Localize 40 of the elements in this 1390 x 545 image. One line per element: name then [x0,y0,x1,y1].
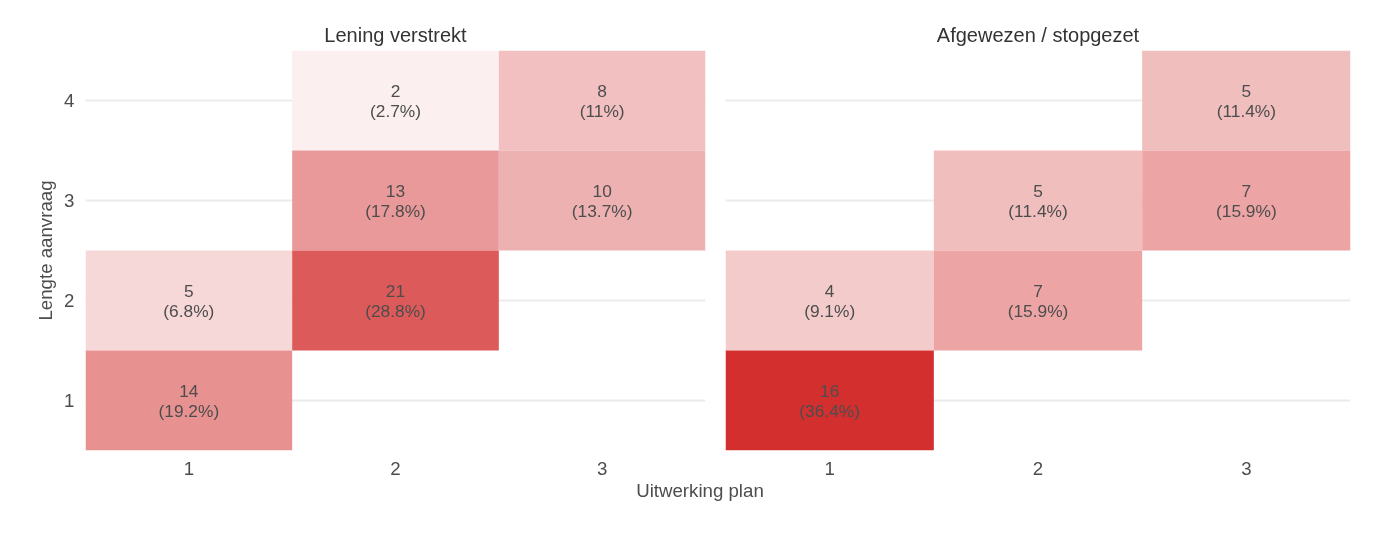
data-label: 5 [1241,80,1252,101]
annotation: (17.8%) [365,200,426,221]
x-tick-label: 2 [1032,457,1044,479]
data-label: 14 [179,380,199,401]
annotation: (6.8%) [163,300,215,321]
data-label: 10 [592,180,612,201]
x-tick-label: 1 [183,457,195,479]
x-tick-label: 3 [596,457,608,479]
annotation: (13.7%) [571,200,633,221]
data-label: 16 [820,380,840,401]
data-label: 8 [597,80,607,101]
x-tick-label: 3 [1241,457,1252,479]
annotation: (11%) [579,100,625,121]
data-label: 7 [1241,180,1252,201]
annotation: (36.4%) [799,400,861,421]
annotation: (11.4%) [1216,100,1277,121]
annotation: (11.4%) [1008,200,1068,221]
x-tick-label: 1 [824,457,835,479]
annotation: (19.2%) [158,400,220,421]
y-tick-label: 3 [64,190,75,211]
annotation: (2.7%) [369,100,422,121]
chart-title: Lening verstrekt [324,23,468,46]
annotation: (15.9%) [1216,200,1277,221]
data-label: 7 [1033,280,1043,301]
data-label: 4 [824,280,835,301]
x-axis-title: Uitwerking plan [636,479,764,503]
data-label: 5 [1033,180,1043,201]
y-tick-label: 4 [64,90,75,111]
data-label: 5 [184,280,194,301]
y-tick-label: 2 [64,290,75,311]
annotation: (28.8%) [365,300,426,321]
x-tick-label: 2 [390,457,401,479]
data-label: 2 [390,80,401,101]
annotation: (9.1%) [804,300,856,321]
data-label: 13 [385,180,406,201]
y-axis-title: Lengte aanvraag [35,180,57,321]
y-tick-label: 1 [64,390,75,411]
data-label: 21 [385,280,406,301]
annotation: (15.9%) [1007,300,1069,321]
chart-title: Afgewezen / stopgezet [936,23,1140,46]
